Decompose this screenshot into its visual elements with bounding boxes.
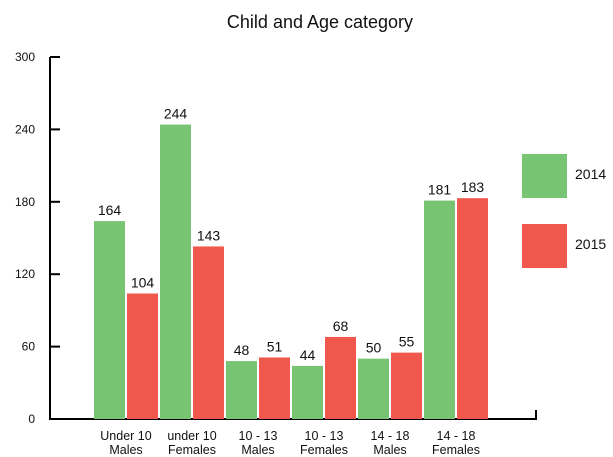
y-tick-label: 240 xyxy=(15,122,35,136)
bar-value-label: 183 xyxy=(461,179,485,195)
x-category-label: Males xyxy=(109,443,142,457)
bar-2015 xyxy=(391,352,422,419)
data-labels: 164 104 244 143 48 51 44 68 50 55 181 183 xyxy=(98,106,485,363)
bar-value-label: 244 xyxy=(164,106,188,122)
y-tick-label: 180 xyxy=(15,195,35,209)
bar-2014 xyxy=(226,361,257,419)
x-category-label: 10 - 13 xyxy=(305,429,344,443)
bar-value-label: 55 xyxy=(399,334,415,350)
x-category-label: Under 10 xyxy=(100,429,151,443)
bar-value-label: 44 xyxy=(300,347,316,363)
x-category-label: 10 - 13 xyxy=(239,429,278,443)
x-category-label: Females xyxy=(168,443,216,457)
x-category-label: Males xyxy=(241,443,274,457)
x-category-label: Males xyxy=(373,443,406,457)
y-tick-label: 120 xyxy=(15,267,35,281)
y-tick-label: 0 xyxy=(28,412,35,426)
bar-value-label: 68 xyxy=(333,318,349,334)
chart-title: Child and Age category xyxy=(227,12,413,32)
bar-2015 xyxy=(193,246,224,419)
y-tick-label: 60 xyxy=(22,340,36,354)
x-category-label: 14 - 18 xyxy=(371,429,410,443)
bars xyxy=(94,124,488,419)
bar-value-label: 48 xyxy=(234,342,250,358)
bar-value-label: 50 xyxy=(366,340,382,356)
bar-2014 xyxy=(424,200,455,419)
legend-label: 2015 xyxy=(575,236,606,252)
legend-swatch-2014 xyxy=(522,154,567,198)
x-category-label: 14 - 18 xyxy=(437,429,476,443)
bar-2015 xyxy=(457,198,488,419)
bar-2014 xyxy=(94,221,125,419)
bar-value-label: 164 xyxy=(98,202,122,218)
bar-value-label: 104 xyxy=(131,275,155,291)
y-tick-label: 300 xyxy=(15,50,35,64)
x-category-label: under 10 xyxy=(167,429,216,443)
bar-value-label: 143 xyxy=(197,227,221,243)
x-category-label: Females xyxy=(300,443,348,457)
bar-2014 xyxy=(292,365,323,419)
bar-value-label: 51 xyxy=(267,338,283,354)
bar-2015 xyxy=(127,293,158,419)
legend-swatch-2015 xyxy=(522,224,567,268)
bar-value-label: 181 xyxy=(428,182,452,198)
bar-2015 xyxy=(325,336,356,419)
bar-2014 xyxy=(358,358,389,419)
legend: 2014 2015 xyxy=(522,154,606,268)
bar-2015 xyxy=(259,357,290,419)
bar-2014 xyxy=(160,124,191,419)
legend-label: 2014 xyxy=(575,166,606,182)
x-category-label: Females xyxy=(432,443,480,457)
